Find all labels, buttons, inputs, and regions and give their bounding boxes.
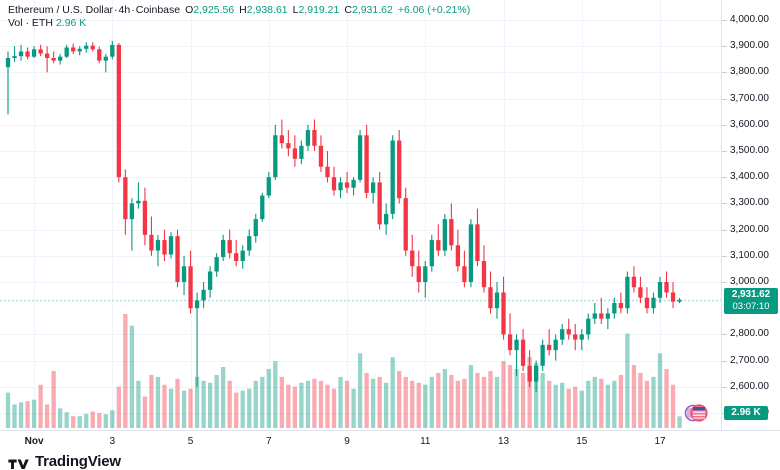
price-tick-text: 2,600.00: [730, 380, 769, 392]
price-tick-text: 4,000.00: [730, 14, 769, 25]
price-tick-dash: [722, 360, 727, 362]
close-key: C: [344, 4, 352, 16]
current-price-value: 2,931.62: [731, 288, 771, 300]
chart-plot-area[interactable]: [0, 0, 722, 430]
price-tick-label: 3,900.00: [722, 40, 780, 52]
current-price-badge: 2,931.62 03:07:10: [724, 287, 778, 314]
price-tick-text: 3,000.00: [730, 276, 769, 287]
price-tick-dash: [722, 334, 727, 336]
time-tick-label: 7: [266, 436, 272, 447]
high-key: H: [239, 4, 247, 16]
open-key: O: [185, 4, 194, 16]
grid-lines: [0, 0, 722, 430]
volume-value: 2.96 K: [55, 17, 87, 29]
price-tick-dash: [722, 72, 727, 74]
price-tick-text: 2,700.00: [730, 354, 769, 366]
price-tick-dash: [722, 386, 727, 388]
candlestick-series: [5, 40, 682, 393]
tradingview-mark-icon: [8, 459, 29, 469]
price-tick-label: 2,800.00: [722, 328, 780, 340]
time-tick-label: 11: [420, 436, 431, 447]
price-tick-text: 3,100.00: [730, 249, 769, 261]
price-tick-dash: [722, 46, 727, 48]
chart-legend: Ethereum / U.S. Dollar·4h·Coinbase O2,925…: [8, 4, 470, 30]
legend-sep-2: ·: [131, 4, 135, 16]
price-tick-text: 3,400.00: [730, 171, 769, 183]
price-tick-text: 3,500.00: [730, 145, 769, 156]
us-economic-event-flag-icon[interactable]: [683, 403, 709, 428]
price-tick-label: 3,700.00: [722, 93, 780, 105]
bar-countdown: 03:07:10: [732, 300, 770, 312]
price-tick-text: 3,700.00: [730, 92, 769, 104]
price-tick-label: 3,300.00: [722, 197, 780, 209]
interval-label[interactable]: 4h: [118, 4, 131, 16]
time-tick-label: 5: [187, 436, 194, 447]
tradingview-wordmark: TradingView: [35, 453, 121, 470]
price-tick-label: 3,800.00: [722, 66, 780, 78]
price-tick-dash: [722, 177, 727, 179]
chart-canvas[interactable]: [0, 0, 722, 430]
legend-sep-1: ·: [114, 4, 118, 16]
price-tick-label: 3,500.00: [722, 145, 780, 157]
price-tick-label: 2,700.00: [722, 355, 780, 367]
price-tick-dash: [722, 229, 727, 231]
price-tick-text: 3,900.00: [730, 40, 769, 52]
price-tick-label: 3,000.00: [722, 276, 780, 288]
volume-value-badge: 2.96 K: [724, 406, 768, 420]
price-tick-label: 4,000.00: [722, 14, 780, 26]
legend-symbol-row[interactable]: Ethereum / U.S. Dollar·4h·Coinbase O2,925…: [8, 4, 470, 17]
time-tick-label: Nov: [24, 436, 44, 447]
price-tick-dash: [722, 124, 727, 126]
price-tick-dash: [722, 255, 727, 257]
low-value: 2,919.21: [298, 4, 340, 16]
price-tick-label: 2,600.00: [722, 381, 780, 393]
symbol-name[interactable]: Ethereum / U.S. Dollar: [8, 4, 114, 16]
legend-volume-row[interactable]: Vol · ETH 2.96 K: [8, 17, 470, 30]
price-tick-label: 3,200.00: [722, 224, 780, 236]
time-tick-label: 17: [654, 436, 666, 447]
tradingview-logo[interactable]: TradingView: [8, 454, 121, 470]
price-tick-label: 3,400.00: [722, 171, 780, 183]
price-tick-text: 3,200.00: [730, 223, 769, 235]
open-value: 2,925.56: [193, 4, 235, 16]
volume-bars: [5, 313, 682, 428]
change-value: +6.06 (+0.21%): [397, 4, 471, 16]
price-tick-label: 3,100.00: [722, 250, 780, 262]
price-tick-text: 3,300.00: [730, 197, 769, 209]
price-scale[interactable]: 4,000.00 3,900.00 3,800.00 3,700.00 3,600.00…: [721, 0, 780, 430]
time-scale[interactable]: Nov 3 5 7 9 11 13 15 17: [0, 430, 780, 453]
price-tick-text: 3,800.00: [730, 66, 769, 78]
price-tick-text: 3,600.00: [730, 118, 769, 130]
time-tick-label: 3: [109, 436, 116, 447]
volume-label: Vol · ETH: [8, 17, 53, 29]
time-tick-label: 15: [576, 436, 588, 447]
price-tick-text: 2,800.00: [730, 328, 769, 340]
price-tick-dash: [722, 203, 727, 205]
high-value: 2,938.61: [246, 4, 288, 16]
price-tick-dash: [722, 98, 727, 100]
price-tick-dash: [722, 151, 727, 152]
time-tick-label: 9: [344, 436, 350, 447]
close-value: 2,931.62: [351, 4, 393, 16]
event-flag-svg: [684, 404, 708, 422]
price-tick-dash: [722, 20, 727, 21]
price-tick-dash: [722, 282, 727, 283]
price-tick-label: 3,600.00: [722, 119, 780, 131]
time-tick-label: 13: [497, 436, 510, 447]
low-key: L: [292, 4, 299, 16]
exchange-label[interactable]: Coinbase: [135, 4, 181, 16]
